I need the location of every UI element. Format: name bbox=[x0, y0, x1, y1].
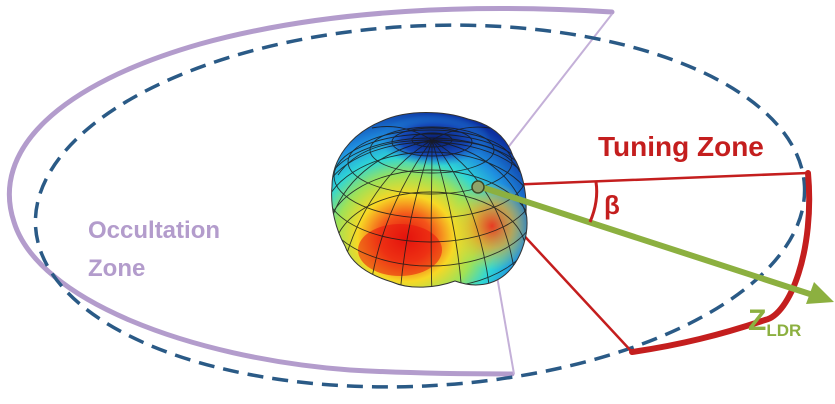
origin-point bbox=[471, 180, 485, 194]
tuning-zone-label: Tuning Zone bbox=[598, 131, 764, 162]
beta-angle-arc bbox=[588, 181, 599, 223]
z-ldr-label-main: Z bbox=[748, 304, 766, 337]
z-ldr-label-sub: LDR bbox=[766, 321, 801, 340]
z-ldr-label: ZLDR bbox=[748, 304, 801, 340]
beta-label: β bbox=[604, 190, 620, 220]
occultation-zone-label-line2: Zone bbox=[88, 255, 145, 282]
occultation-zone-boundary bbox=[6, 6, 615, 377]
asteroid-shape-model bbox=[331, 112, 528, 288]
orbit-dashed-ellipse bbox=[33, 23, 807, 389]
occultation-zone-label-line1: Occultation bbox=[88, 217, 220, 244]
z-ldr-arrowhead bbox=[806, 282, 834, 304]
z-ldr-axis bbox=[475, 183, 819, 299]
tuning-zone-arc bbox=[629, 170, 813, 355]
